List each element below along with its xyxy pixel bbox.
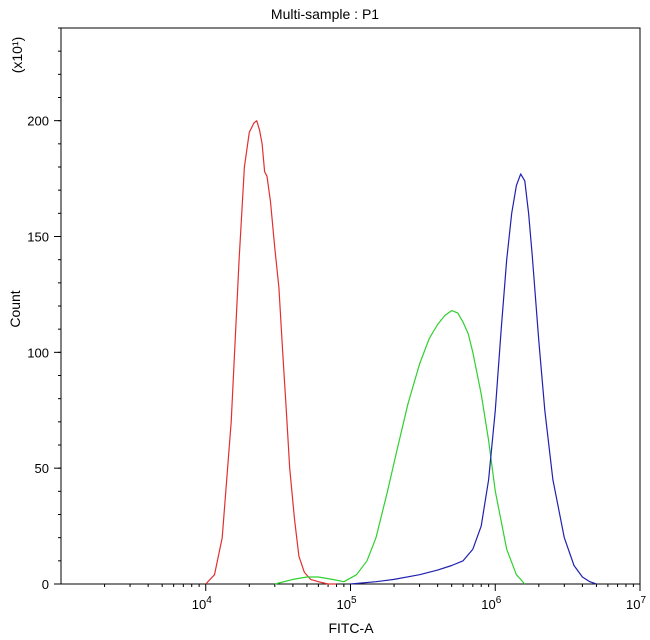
x-tick-label: 104	[192, 595, 212, 612]
series-line-2	[274, 310, 526, 585]
y-multiplier-label: (x10¹)	[9, 37, 25, 74]
y-tick-label: 200	[27, 114, 49, 129]
y-tick-label: 0	[42, 577, 49, 592]
x-axis-label: FITC-A	[328, 620, 374, 636]
series-line-1	[205, 120, 337, 585]
series-line-3	[350, 173, 597, 585]
x-tick-label: 107	[626, 595, 646, 612]
chart-title: Multi-sample : P1	[271, 6, 379, 22]
x-tick-label: 105	[336, 595, 356, 612]
y-tick-label: 100	[27, 345, 49, 360]
y-axis-label: Count	[7, 290, 23, 327]
plot-area-frame	[60, 27, 641, 585]
x-tick-label: 106	[481, 595, 501, 612]
y-tick-label: 50	[35, 461, 49, 476]
series-group	[205, 120, 597, 585]
axis-ticks: 104 105 106 107 0 50 100 150 200	[27, 27, 646, 612]
y-tick-label: 150	[27, 230, 49, 245]
